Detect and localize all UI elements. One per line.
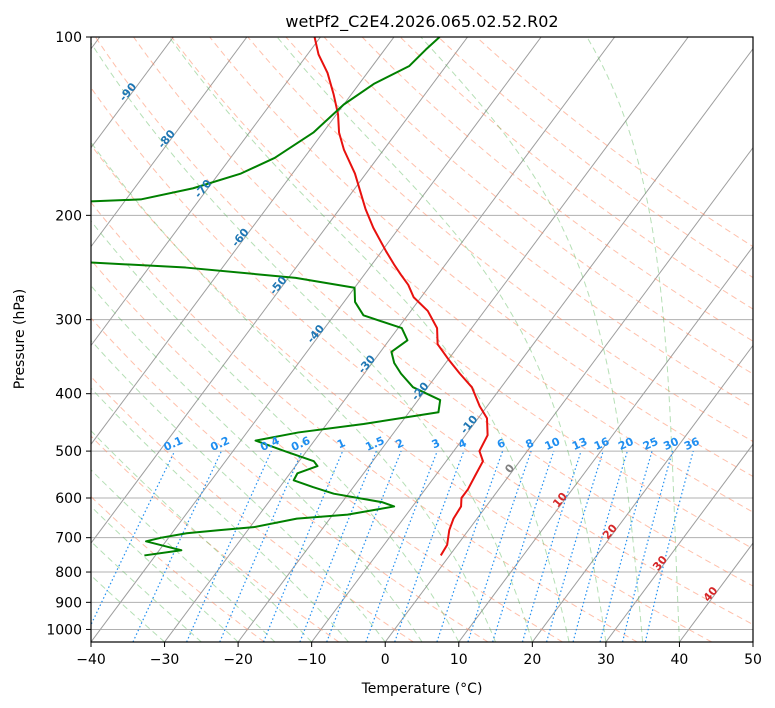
series-layer [91,37,489,557]
moist-adiabat-line [168,37,570,642]
mixing-ratio-line [492,450,555,642]
mixing-ratio-label: 20 [616,435,636,453]
mixing-ratio-label: 10 [543,435,563,453]
isotherm-line [458,245,753,642]
moist-adiabat-line [91,574,165,642]
dry-adiabat-line [91,317,489,642]
mixing-ratio-line [262,450,344,642]
dry-adiabat-line [247,37,753,443]
mixing-ratio-label: 36 [682,435,702,453]
temperature-profile-line [313,37,489,556]
isotherm-line [237,37,689,642]
mixing-ratio-line [219,450,303,642]
x-tick-label: 0 [381,652,390,668]
mixing-ratio-line [521,450,582,642]
mixing-ratio-label: 16 [592,435,612,453]
x-tick-label: −30 [150,652,180,668]
mixing-ratio-label: 25 [641,435,660,453]
x-tick-label: 30 [597,652,615,668]
moist-adiabat-line [420,37,644,642]
mixing-ratio-label: 13 [570,435,589,453]
dry-adiabat-line [91,259,563,642]
isotherm-line [531,344,753,642]
dry-adiabat-line [285,37,753,408]
moist-adiabat-line [586,37,680,642]
moist-adiabat-line [91,540,202,642]
x-axis: −40 −30 −20 −10 0 10 20 30 40 50 [76,642,762,668]
plot-frame [90,36,754,643]
x-tick-label: −40 [76,652,106,668]
isotherm-line [91,37,321,347]
mixing-ratio-line [546,450,604,642]
mixing-ratio-line [394,450,465,642]
isotherm-line [91,37,468,544]
y-tick-label: 700 [55,531,82,547]
moist-adiabat-line [91,387,349,642]
dry-adiabat-line [91,495,265,642]
isotherm-line [91,37,395,446]
x-axis-label: Temperature (°C) [361,681,483,697]
dry-adiabat-line [171,37,753,513]
isotherm-line [311,47,753,642]
dry-adiabat-line [133,37,753,550]
moist-adiabat-line [91,42,533,642]
moist-adiabat-line [91,469,276,642]
y-tick-label: 300 [55,313,82,329]
mixing-ratio-label: 30 [661,435,681,453]
mixing-ratio-line [436,450,504,642]
x-tick-label: 50 [744,652,762,668]
y-tick-label: 100 [55,30,82,46]
dry-adiabat-line [95,37,753,587]
y-tick-label: 800 [55,565,82,581]
moist-adiabat-line [91,339,386,642]
moist-adiabat-line [91,141,497,642]
grid-layer [91,37,753,642]
dry-adiabat-line [91,86,753,626]
x-tick-label: 20 [523,652,541,668]
y-axis-label: Pressure (hPa) [12,289,28,389]
chart-title: wetPf2_C2E4.2026.065.02.52.R02 [285,12,558,32]
dewpoint-profile-line [91,37,442,557]
dry-adiabat-line [323,37,753,375]
moist-adiabat-line [91,505,239,642]
y-tick-label: 1000 [46,622,82,638]
isotherm-line [91,37,542,642]
isotherm-line [605,443,753,642]
y-tick-label: 400 [55,387,82,403]
isotherm-line [164,37,616,642]
x-tick-label: −20 [223,652,253,668]
mixing-ratio-line [186,450,272,642]
moist-adiabat-line [91,284,423,642]
plot-area [91,37,753,642]
dry-adiabat-line [476,37,753,248]
moist-adiabat-line [91,220,460,642]
dry-adiabat-line [91,201,638,642]
isotherm-line [91,37,174,149]
mixing-ratio-line [599,450,653,642]
mixing-ratio-line [644,450,694,642]
mixing-ratio-line [621,450,674,642]
mixing-ratio-line [467,450,532,642]
moist-adiabat-line [276,37,607,642]
moist-adiabat-line [91,430,313,642]
isotherm-line [91,37,248,248]
dry-adiabat-line [361,37,753,342]
x-tick-label: 40 [671,652,689,668]
isotherm-line [384,146,753,642]
mixing-ratio-line [572,450,628,642]
mixing-ratio-line [132,450,222,642]
x-tick-label: 10 [450,652,468,668]
dry-adiabat-line [91,375,414,642]
y-tick-label: 200 [55,208,82,224]
y-axis: 100 200 300 400 500 600 700 800 900 1000 [46,30,91,638]
x-tick-label: −10 [297,652,327,668]
y-tick-label: 600 [55,491,82,507]
mixing-ratio-line [91,450,176,627]
y-tick-label: 900 [55,595,82,611]
y-tick-label: 500 [55,444,82,460]
dry-adiabat-line [437,37,753,279]
